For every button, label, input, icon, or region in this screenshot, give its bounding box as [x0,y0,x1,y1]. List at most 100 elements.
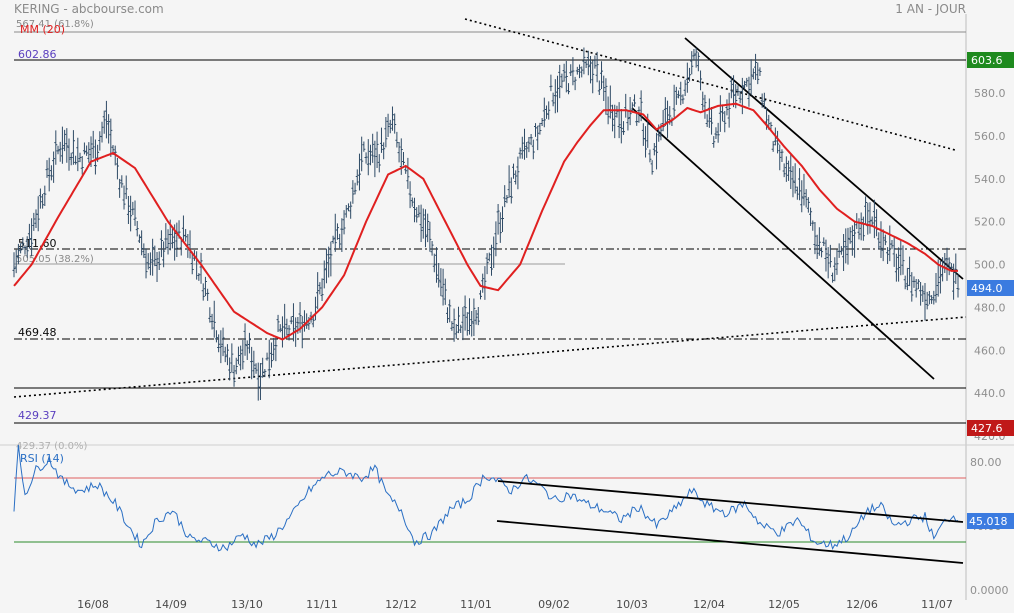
ohlc-bar [806,197,810,213]
ohlc-bar [501,206,505,233]
ohlc-bar [710,107,714,135]
ohlc-bar [696,52,700,72]
ohlc-bar [384,116,388,148]
ohlc-bar [417,205,421,218]
ohlc-bar [412,197,416,223]
ohlc-bar [507,165,511,198]
ohlc-bar [505,195,509,204]
ohlc-bar [181,215,185,243]
ohlc-bar [619,108,623,144]
ohlc-bar [540,117,544,126]
x-tick-label: 09/02 [538,598,570,611]
ohlc-bar [542,97,546,128]
ohlc-bar [901,245,905,275]
period-label: 1 AN - JOUR [895,2,966,16]
ohlc-bar [932,290,936,305]
ohlc-bar [879,221,883,258]
ma20-line [13,102,958,341]
ohlc-bar [214,330,218,343]
ohlc-bar [661,110,665,132]
ohlc-bar [272,337,276,361]
ohlc-bar [875,209,879,237]
ohlc-bar [269,342,273,368]
ohlc-bar [12,252,16,278]
ohlc-bar [190,251,194,275]
ohlc-bar [32,212,36,231]
ohlc-bar [813,221,817,255]
ohlc-bar [276,314,280,333]
ohlc-bar [593,55,597,69]
ohlc-bar [811,220,815,231]
y-tick-label-rsi: 80.00 [970,456,1002,469]
support-badge [967,420,1014,436]
ohlc-bar [54,130,58,165]
ohlc-bar [778,144,782,171]
ohlc-bar [452,308,456,342]
ohlc-bar [615,105,619,118]
ohlc-bar [582,47,586,75]
ohlc-bar [538,122,542,135]
ohlc-bar [556,75,560,113]
ohlc-bar [76,137,80,172]
ohlc-bar [368,144,372,166]
ohlc-bar [485,253,489,275]
ohlc-bar [300,316,304,349]
ohlc-bar [677,90,681,99]
ohlc-bar [897,247,901,282]
ohlc-bar [52,151,56,183]
ohlc-bar [47,157,51,192]
ohlc-bar [388,119,392,134]
ohlc-bar [421,208,425,239]
x-tick-label: 12/06 [846,598,878,611]
ohlc-bar [740,77,744,115]
ohlc-bar [261,357,265,378]
ohlc-bar [758,67,762,77]
ohlc-bar [333,213,337,252]
ohlc-bar [60,126,64,164]
ohlc-bar [699,70,703,91]
ohlc-bar [344,204,348,218]
ohlc-bar [894,253,898,282]
x-tick-label: 11/11 [306,598,338,611]
ohlc-bar [743,80,747,90]
ohlc-bar [247,332,251,354]
ohlc-bar [919,281,923,306]
ohlc-bar [481,273,485,293]
ohlc-bar [245,340,249,361]
ohlc-bar [652,143,656,156]
ohlc-bar [831,272,835,283]
ohlc-bar [71,130,75,165]
ohlc-bar [256,362,260,401]
ohlc-bar [355,169,359,186]
ohlc-bar [36,196,40,232]
ohlc-bar [714,127,718,139]
ohlc-bar [82,142,86,155]
ohlc-bar [509,177,513,204]
ohlc-bar [133,200,137,226]
ohlc-bar [496,204,500,235]
ohlc-bar [410,197,414,207]
support-label: 429.37 [18,409,57,422]
ohlc-bar [672,84,676,118]
ohlc-bar [43,185,47,207]
x-tick-label: 12/05 [768,598,800,611]
ohlc-bar [408,181,412,209]
ohlc-bar [434,247,438,283]
ohlc-bar [824,239,828,272]
ohlc-bar [78,152,82,163]
ohlc-bar [476,306,480,326]
ohlc-bar [25,236,29,258]
ohlc-bar [573,76,577,91]
ohlc-bar [327,246,331,278]
ohlc-bar [694,47,698,68]
ohlc-bar [448,299,452,323]
ohlc-bar [798,168,802,201]
ohlc-bar [604,78,608,115]
ohlc-bar [738,90,742,104]
ohlc-bar [419,204,423,242]
ohlc-bar [822,237,826,246]
ohlc-bar [135,220,139,237]
ohlc-bar [551,92,555,107]
ohlc-bar [925,291,929,310]
ohlc-bar [349,201,353,219]
